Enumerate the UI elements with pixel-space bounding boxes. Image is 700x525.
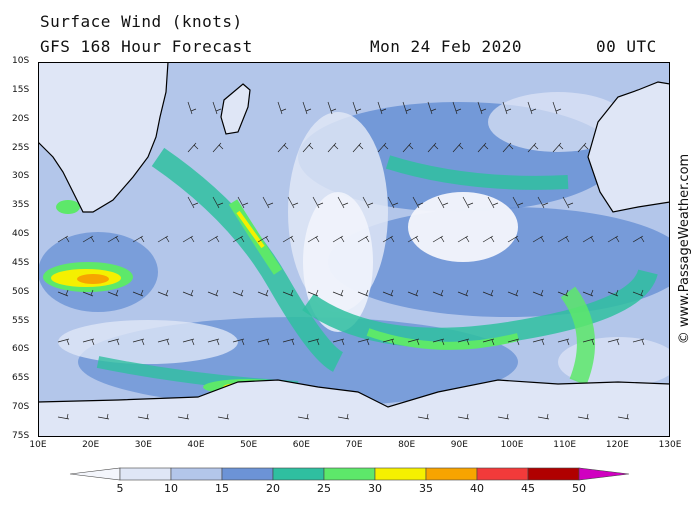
latitude-label: 15S: [12, 84, 30, 95]
legend-value: 40: [470, 482, 484, 495]
latitude-label: 55S: [12, 315, 30, 326]
legend-swatch: [272, 467, 325, 481]
legend-value: 45: [521, 482, 535, 495]
legend-swatch: [69, 467, 121, 481]
legend-value: 35: [419, 482, 433, 495]
australia-landmass: [587, 81, 670, 213]
longitude-label: 100E: [500, 440, 524, 450]
latitude-label: 20S: [12, 113, 30, 124]
legend-swatch: [170, 467, 223, 481]
legend-value: 50: [572, 482, 586, 495]
legend-value: 5: [117, 482, 124, 495]
legend-value: 15: [215, 482, 229, 495]
longitude-label: 70E: [345, 440, 363, 450]
latitude-label: 70S: [12, 402, 30, 413]
legend-value: 20: [266, 482, 280, 495]
legend-value: 10: [164, 482, 178, 495]
legend-swatch: [578, 467, 630, 481]
map-title: Surface Wind (knots): [40, 12, 243, 31]
legend-swatch: [374, 467, 427, 481]
legend-swatch: [476, 467, 529, 481]
land: [38, 62, 670, 437]
legend-swatch: [425, 467, 478, 481]
africa-landmass: [38, 62, 169, 213]
longitude-label: 90E: [450, 440, 468, 450]
longitude-label: 10E: [29, 440, 47, 450]
longitude-label: 20E: [82, 440, 100, 450]
longitude-label: 50E: [240, 440, 258, 450]
wind-jets: [43, 147, 658, 395]
longitude-label: 60E: [292, 440, 310, 450]
wind-speed-legend: 5 10 15 20 25 30 35 40 45 50: [69, 467, 630, 495]
longitude-label: 110E: [553, 440, 577, 450]
latitude-label: 35S: [12, 200, 30, 211]
legend-swatch: [323, 467, 376, 481]
madagascar-landmass: [220, 83, 251, 135]
latitude-label: 40S: [12, 229, 30, 240]
longitude-label: 40E: [187, 440, 205, 450]
legend-swatch: [221, 467, 274, 481]
legend-value: 30: [368, 482, 382, 495]
forecast-time: 00 UTC: [596, 37, 657, 56]
latitude-label: 60S: [12, 344, 30, 355]
wind-barbs: [57, 101, 645, 420]
antarctica-coast: [38, 379, 670, 437]
credit-text: © www.PassageWeather.com: [677, 154, 692, 344]
latitude-label: 10S: [12, 56, 30, 66]
longitude-label: 80E: [398, 440, 416, 450]
latitude-label: 65S: [12, 373, 30, 384]
legend-swatch: [119, 467, 172, 481]
legend-value: 25: [317, 482, 331, 495]
longitude-label: 130E: [658, 440, 682, 450]
latitude-label: 75S: [12, 431, 30, 441]
forecast-date: Mon 24 Feb 2020: [370, 37, 522, 56]
wind-map: [38, 62, 670, 437]
latitude-label: 45S: [12, 257, 30, 268]
latitude-label: 30S: [12, 171, 30, 182]
longitude-label: 30E: [134, 440, 152, 450]
forecast-label: GFS 168 Hour Forecast: [40, 37, 253, 56]
longitude-label: 120E: [605, 440, 629, 450]
latitude-label: 25S: [12, 142, 30, 153]
credit-watermark: © www.PassageWeather.com: [677, 154, 692, 344]
legend-swatch: [527, 467, 580, 481]
latitude-label: 50S: [12, 286, 30, 297]
